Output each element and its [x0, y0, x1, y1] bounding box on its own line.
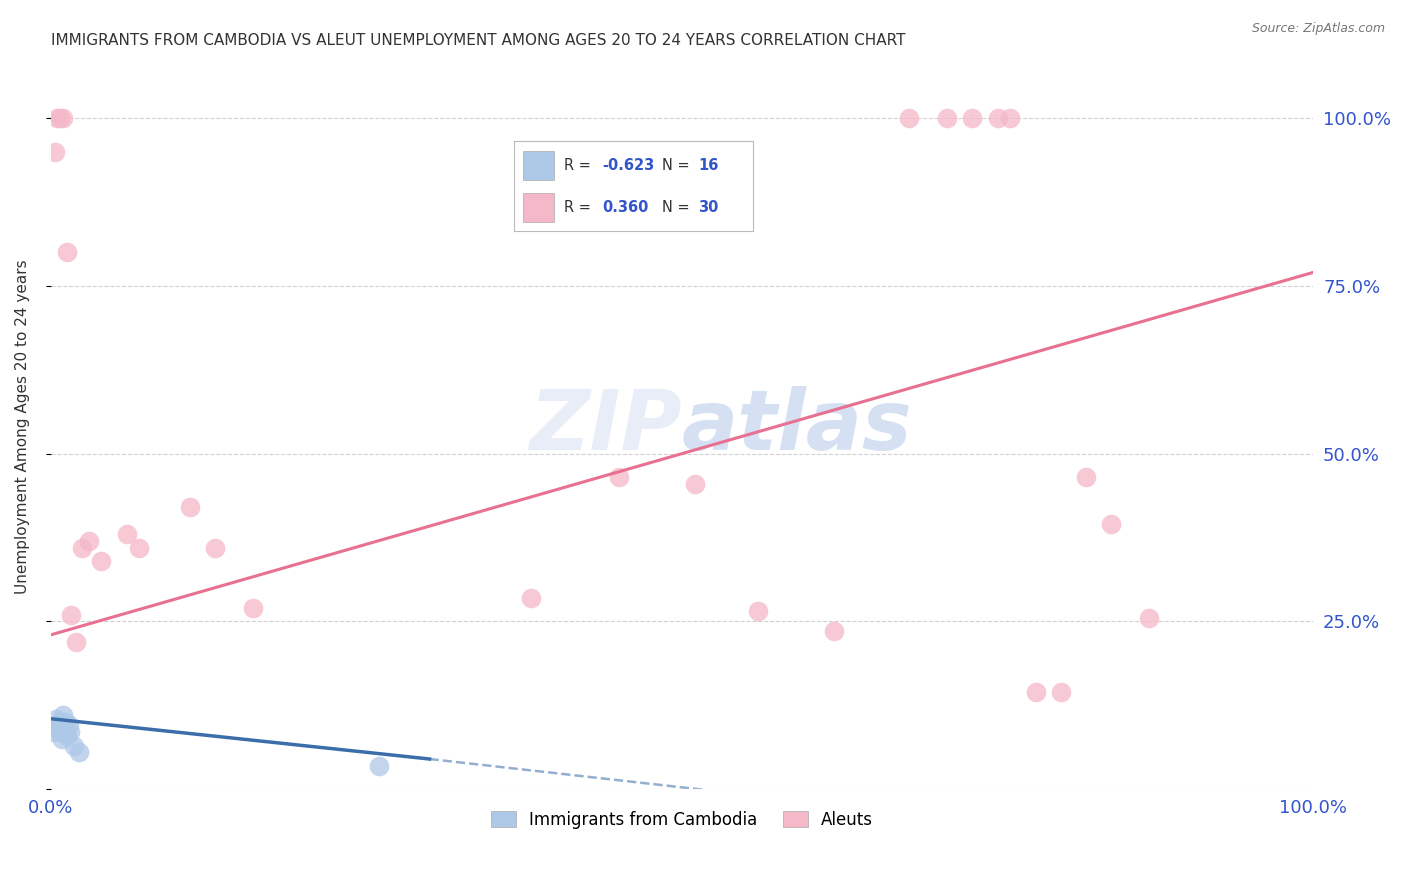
Point	[115, 527, 138, 541]
Point	[90, 554, 112, 568]
Point	[1000, 111, 1022, 125]
Y-axis label: Unemployment Among Ages 20 to 24 years: Unemployment Among Ages 20 to 24 years	[15, 260, 30, 594]
Legend: Immigrants from Cambodia, Aleuts: Immigrants from Cambodia, Aleuts	[485, 804, 880, 835]
Point	[747, 604, 769, 618]
Point	[58, 718, 80, 732]
Text: N =: N =	[662, 158, 690, 173]
Point	[46, 111, 69, 125]
Point	[683, 476, 706, 491]
Point	[49, 725, 72, 739]
Point	[60, 607, 83, 622]
Point	[52, 111, 75, 125]
Point	[1074, 470, 1097, 484]
Text: 16: 16	[699, 158, 718, 173]
Point	[823, 624, 845, 639]
Point	[1099, 517, 1122, 532]
Point	[46, 722, 69, 736]
Point	[242, 601, 264, 615]
Point	[42, 725, 65, 739]
Point	[1025, 685, 1047, 699]
Point	[204, 541, 226, 555]
Text: 0.360: 0.360	[602, 200, 648, 215]
Point	[65, 634, 87, 648]
Text: atlas: atlas	[682, 386, 912, 467]
Point	[936, 111, 959, 125]
Point	[77, 533, 100, 548]
Text: -0.623: -0.623	[602, 158, 654, 173]
Point	[72, 541, 94, 555]
Point	[51, 731, 73, 746]
Point	[962, 111, 984, 125]
Point	[55, 715, 77, 730]
Text: IMMIGRANTS FROM CAMBODIA VS ALEUT UNEMPLOYMENT AMONG AGES 20 TO 24 YEARS CORRELA: IMMIGRANTS FROM CAMBODIA VS ALEUT UNEMPL…	[51, 33, 905, 48]
Point	[1137, 611, 1160, 625]
Point	[519, 591, 541, 605]
Point	[56, 245, 79, 260]
Point	[48, 715, 70, 730]
Text: N =: N =	[662, 200, 690, 215]
Point	[52, 708, 75, 723]
Point	[56, 729, 79, 743]
Point	[368, 758, 391, 772]
Text: R =: R =	[564, 200, 591, 215]
Point	[59, 725, 82, 739]
Point	[48, 111, 70, 125]
Bar	[523, 194, 554, 222]
Point	[1049, 685, 1071, 699]
Text: R =: R =	[564, 158, 591, 173]
Point	[53, 722, 76, 736]
Point	[607, 470, 630, 484]
Point	[898, 111, 921, 125]
Text: Source: ZipAtlas.com: Source: ZipAtlas.com	[1251, 22, 1385, 36]
Text: 30: 30	[699, 200, 718, 215]
Point	[987, 111, 1010, 125]
Point	[179, 500, 201, 515]
Bar	[523, 152, 554, 180]
Point	[128, 541, 150, 555]
Text: ZIP: ZIP	[530, 386, 682, 467]
Point	[67, 745, 90, 759]
Point	[45, 712, 67, 726]
Point	[44, 145, 66, 159]
Point	[48, 718, 70, 732]
Point	[62, 739, 84, 753]
